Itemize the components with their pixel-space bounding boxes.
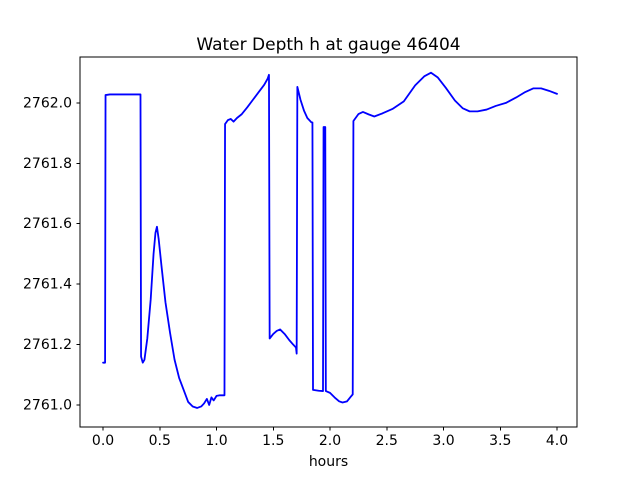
x-tick-label: 3.5	[489, 433, 511, 449]
chart-title: Water Depth h at gauge 46404	[196, 35, 460, 55]
y-tick-label: 2761.0	[23, 397, 72, 413]
x-tick-label: 2.5	[376, 433, 398, 449]
y-tick-label: 2761.6	[23, 216, 72, 232]
y-tick-label: 2761.2	[23, 337, 72, 353]
x-tick-label: 3.0	[432, 433, 454, 449]
y-tick-label: 2762.0	[23, 95, 72, 111]
depth-line	[102, 71, 558, 409]
x-tick-label: 0.0	[92, 433, 114, 449]
x-tick-label: 1.5	[262, 433, 284, 449]
x-axis-label: hours	[309, 454, 348, 470]
axes-spines	[79, 56, 578, 428]
plot-area: 0.0 0.5 1.0 1.5 2.0 2.5 3.0 3.5 4.0 2761.0 2761.2 2…	[23, 56, 578, 449]
y-tick-label: 2761.4	[23, 277, 72, 293]
x-tick-label: 4.0	[546, 433, 568, 449]
x-tick-label: 1.0	[205, 433, 227, 449]
y-tick-label: 2761.8	[23, 156, 72, 172]
x-tick-label: 0.5	[149, 433, 171, 449]
x-tick-label: 2.0	[319, 433, 341, 449]
